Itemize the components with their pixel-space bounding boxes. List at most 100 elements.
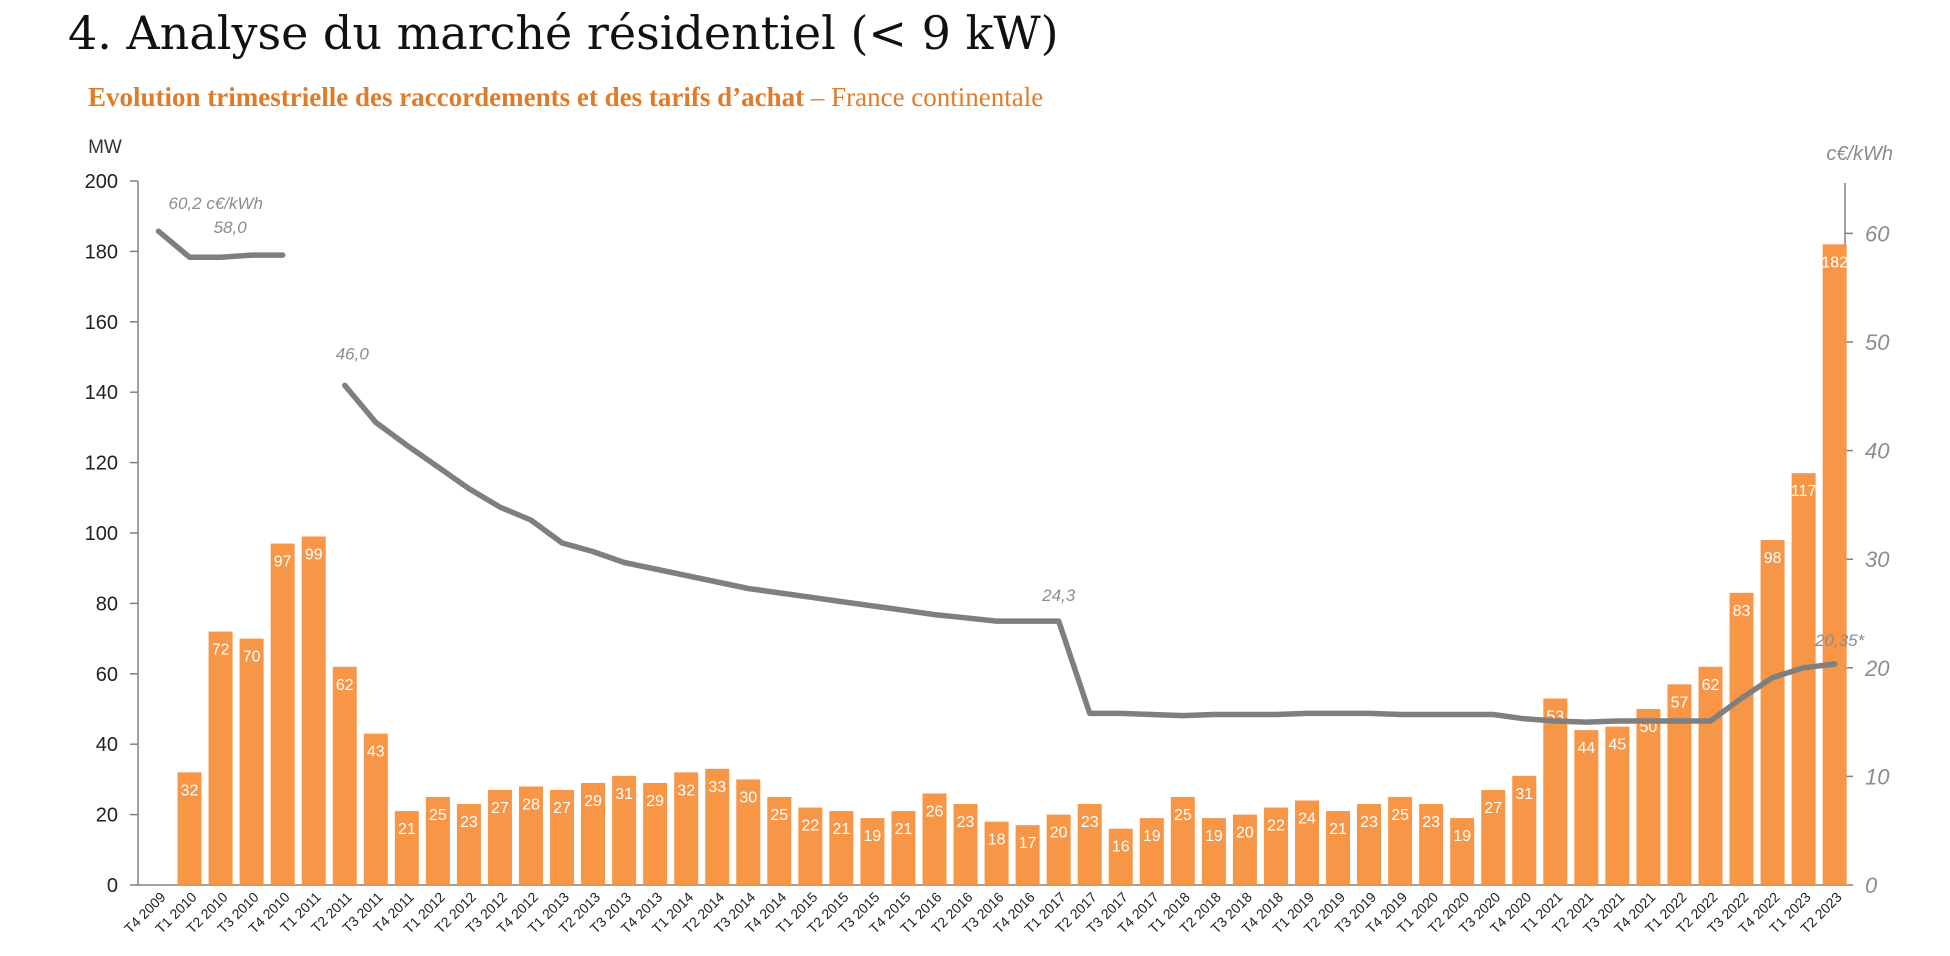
- bar-value-label: 43: [367, 744, 385, 761]
- bar-value-label: 31: [615, 786, 633, 803]
- tariff-line: [155, 228, 1838, 725]
- bar: [270, 543, 295, 885]
- bar: [1108, 828, 1133, 885]
- bar: [798, 807, 823, 885]
- y-axis-label: MW: [88, 137, 122, 158]
- bar-value-label: 22: [1267, 818, 1285, 835]
- bar: [1543, 698, 1568, 885]
- bar: [1419, 804, 1444, 885]
- bar-value-label: 57: [1671, 694, 1689, 711]
- left-axis-tick-label: 140: [85, 382, 118, 404]
- right-axis-tick-label: 0: [1865, 873, 1878, 898]
- bar: [922, 793, 947, 885]
- bar: [208, 631, 233, 885]
- right-axis-tick-label: 10: [1865, 764, 1890, 789]
- left-axis-tick-label: 40: [96, 734, 118, 756]
- bar-value-label: 23: [460, 814, 478, 831]
- bar: [767, 797, 792, 885]
- bar: [736, 779, 761, 885]
- bar-value-label: 23: [1422, 814, 1440, 831]
- bar-value-label: 44: [1577, 740, 1595, 757]
- tariff-annotation: 20,35*: [1814, 631, 1866, 650]
- tariff-annotation: 60,2 c€/kWh: [169, 194, 264, 213]
- bar-value-label: 117: [1791, 483, 1817, 500]
- bar: [1201, 818, 1226, 885]
- chart-subtitle: Evolution trimestrielle des raccordement…: [88, 82, 1043, 113]
- right-axis-tick-label: 50: [1865, 330, 1890, 355]
- bar: [674, 772, 699, 885]
- bar-value-label: 70: [243, 649, 261, 666]
- bar: [860, 818, 885, 885]
- bar-value-label: 20: [1050, 825, 1068, 842]
- bar: [1791, 473, 1816, 885]
- bar: [363, 733, 388, 885]
- bar: [1760, 540, 1785, 885]
- bar: [1667, 684, 1692, 885]
- left-axis-tick-label: 120: [85, 453, 118, 475]
- bar-value-label: 182: [1821, 254, 1848, 271]
- tariff-line-segment: [342, 382, 1838, 725]
- bar: [643, 782, 668, 885]
- left-axis-tick-label: 60: [96, 664, 118, 686]
- bar: [301, 536, 326, 885]
- bar: [1512, 775, 1537, 885]
- bar-value-label: 99: [305, 547, 323, 564]
- bar-value-label: 27: [491, 800, 509, 817]
- tariff-annotation: 46,0: [336, 344, 370, 363]
- bar-value-label: 26: [926, 803, 944, 820]
- bar-value-label: 23: [1081, 814, 1099, 831]
- bar-value-label: 33: [708, 779, 726, 796]
- bar-value-label: 45: [1609, 737, 1627, 754]
- bar-value-label: 23: [1360, 814, 1378, 831]
- bar: [332, 666, 357, 885]
- right-axis-tick-label: 60: [1865, 221, 1890, 246]
- bar: [1729, 592, 1754, 885]
- left-axis-tick-label: 200: [85, 171, 118, 193]
- bar-value-label: 62: [1702, 677, 1720, 694]
- bar: [239, 638, 264, 885]
- bar: [984, 821, 1009, 885]
- bar: [519, 786, 543, 885]
- bar: [1357, 804, 1382, 885]
- bar: [456, 804, 481, 885]
- bar-value-label: 27: [1484, 800, 1502, 817]
- bar-value-label: 25: [770, 807, 788, 824]
- left-axis-tick-label: 100: [85, 523, 118, 545]
- bar-value-label: 21: [895, 821, 913, 838]
- bar-value-label: 29: [584, 793, 602, 810]
- bar-value-label: 21: [398, 821, 416, 838]
- bar-value-label: 19: [1453, 828, 1471, 845]
- bar: [705, 768, 730, 885]
- bars: [177, 244, 1847, 886]
- bar-value-label: 23: [957, 814, 975, 831]
- bar-value-label: 20: [1236, 825, 1254, 842]
- bar: [1295, 800, 1319, 885]
- bar-value-label: 25: [1174, 807, 1192, 824]
- bar: [1605, 726, 1630, 885]
- bar-value-label: 97: [274, 554, 292, 571]
- right-axis: 0 10 20 30 40 50 60: [1844, 183, 1890, 898]
- bar-value-label: 98: [1764, 550, 1782, 567]
- bar-value-label: 83: [1733, 603, 1751, 620]
- left-axis-tick-label: 160: [85, 312, 118, 334]
- bar: [1326, 811, 1351, 885]
- bar: [1263, 807, 1288, 885]
- bar: [612, 775, 637, 885]
- bar-value-label: 22: [801, 818, 819, 835]
- bar-value-label: 32: [181, 782, 199, 799]
- bar-value-label: 31: [1515, 786, 1533, 803]
- bar-value-label: 72: [212, 642, 230, 659]
- bar-value-label: 21: [833, 821, 851, 838]
- bar: [1574, 730, 1599, 885]
- bar: [1170, 797, 1195, 885]
- bar: [177, 772, 202, 885]
- bar: [829, 811, 854, 885]
- chart-subtitle-bold: Evolution trimestrielle des raccordement…: [88, 82, 805, 112]
- bar: [394, 811, 419, 885]
- bar-value-label: 24: [1298, 811, 1316, 828]
- bar-value-label: 17: [1019, 835, 1037, 852]
- bar: [891, 811, 916, 885]
- bar-value-label: 19: [1143, 828, 1161, 845]
